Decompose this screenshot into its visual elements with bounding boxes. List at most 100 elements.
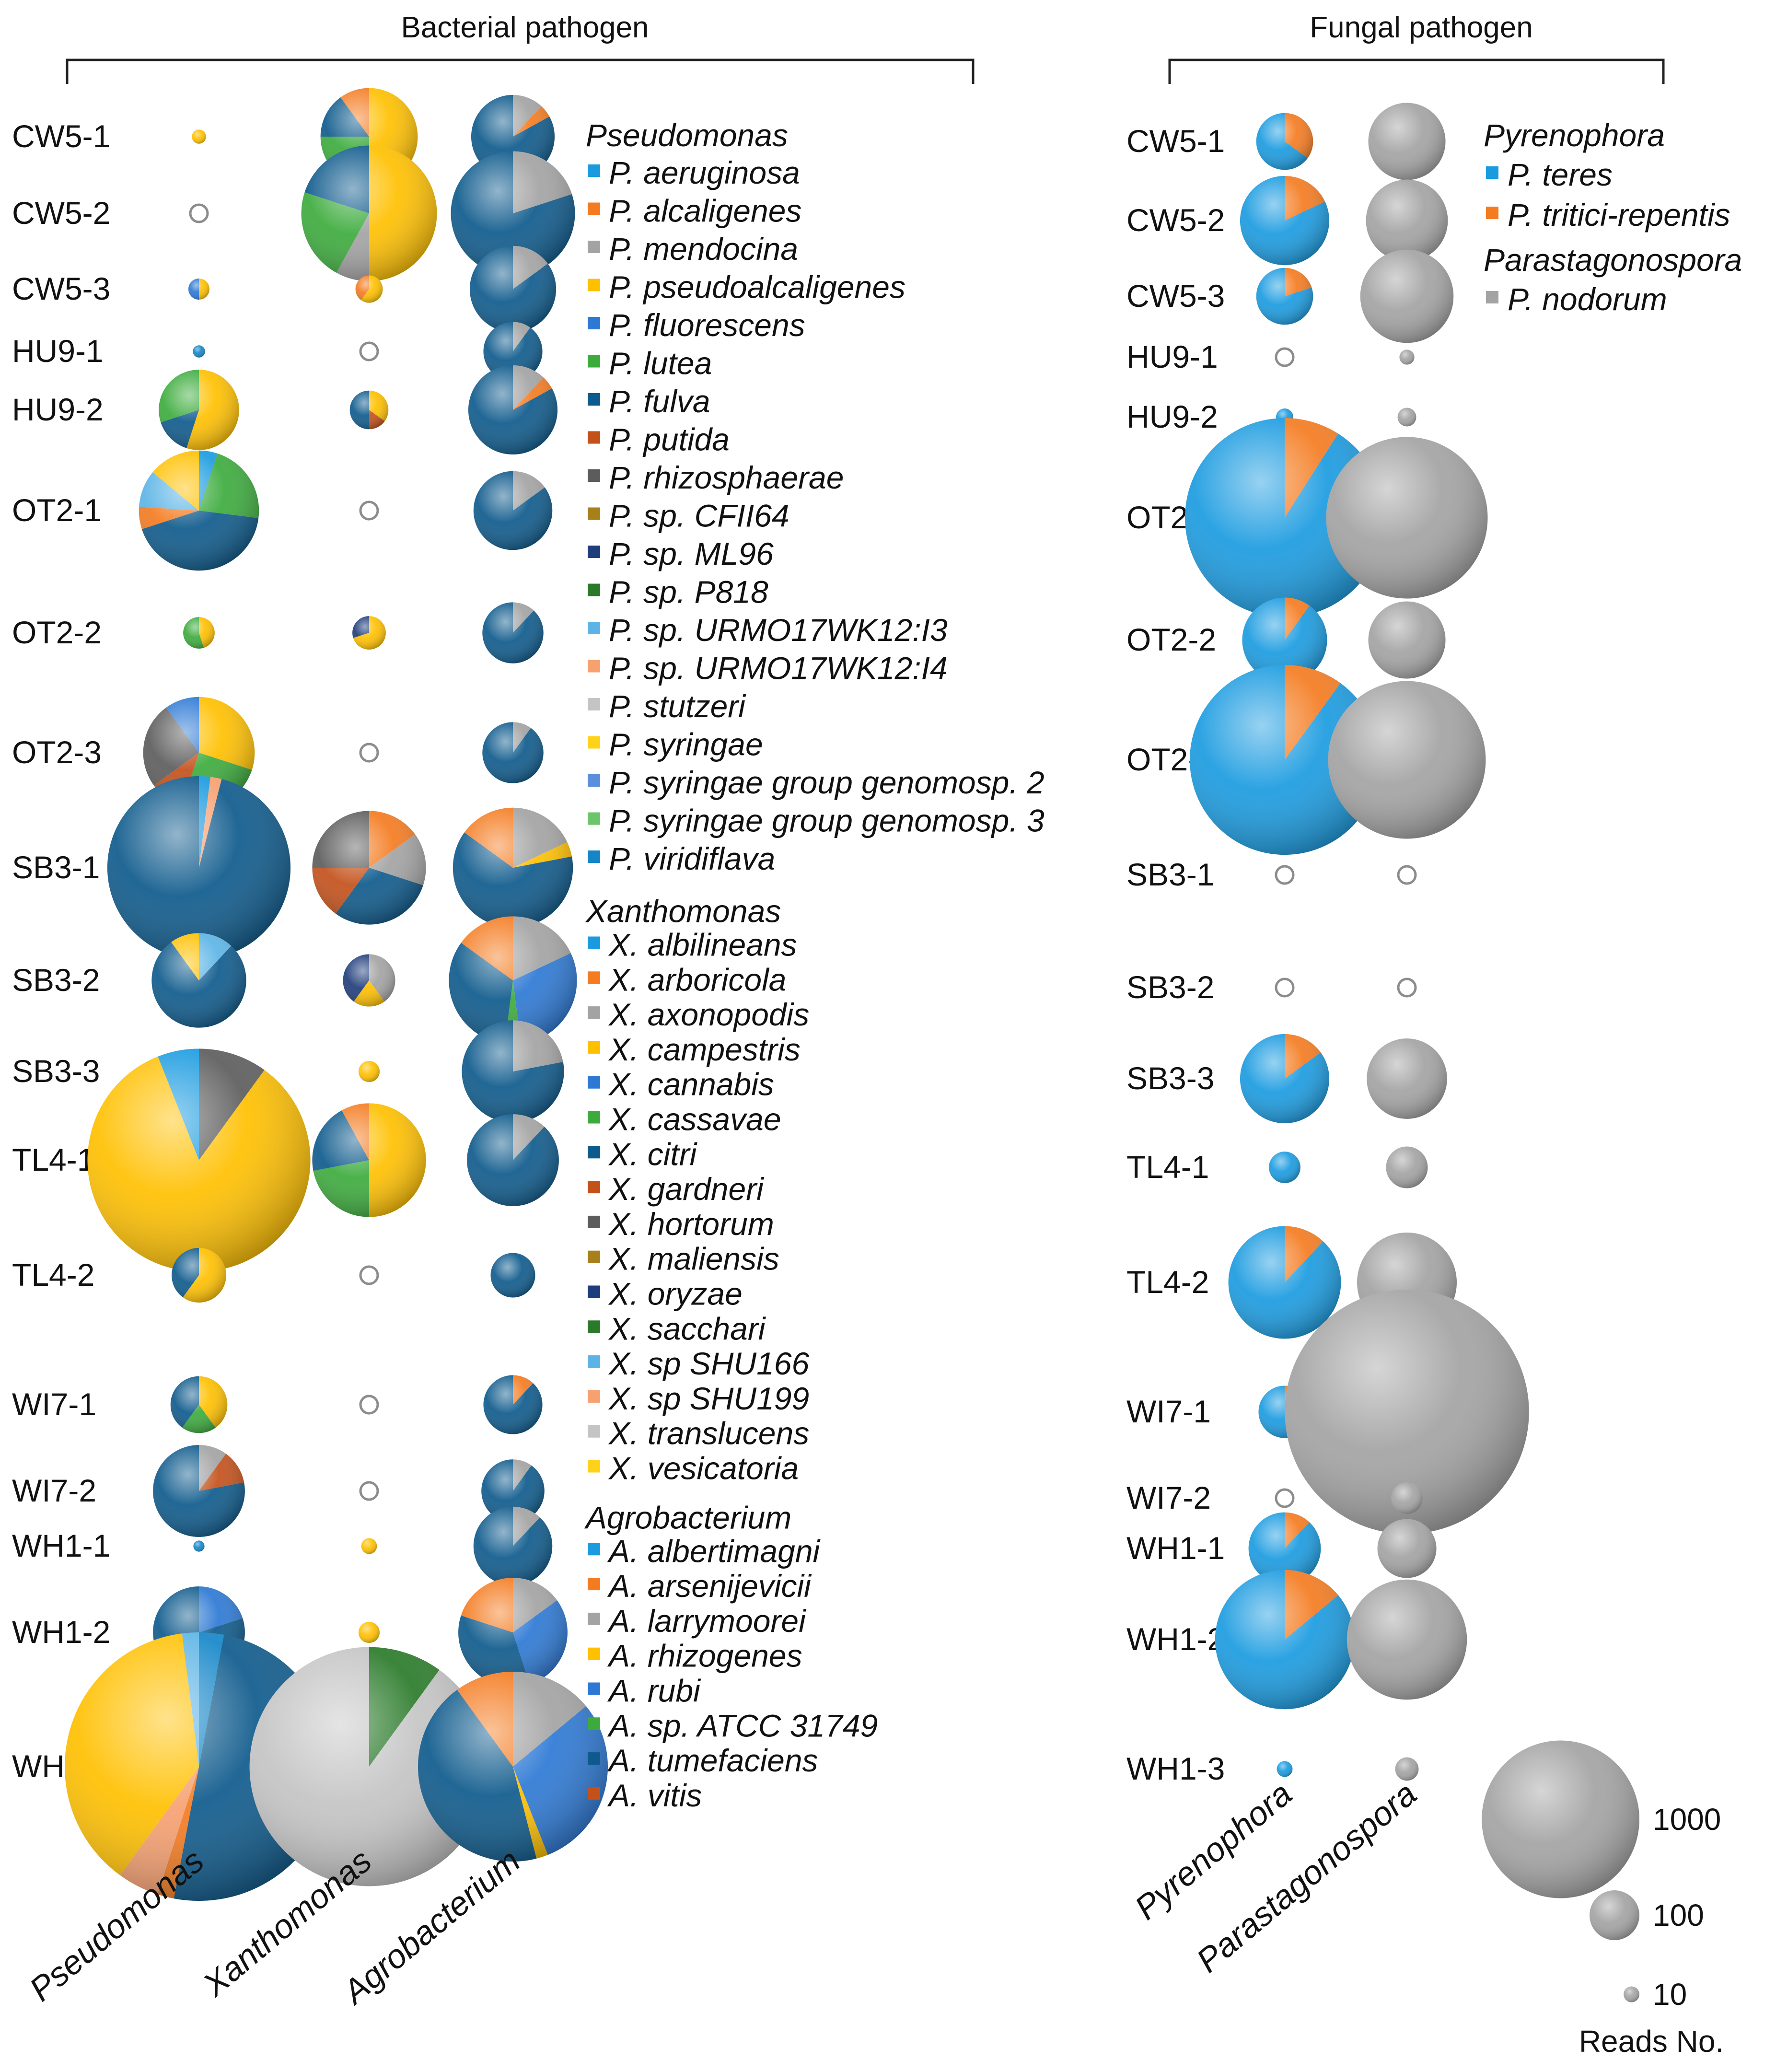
bubble-shading <box>170 1376 228 1433</box>
legend-item-x-sacchari: X. sacchari <box>588 1311 766 1346</box>
legend-item-label: P. alcaligenes <box>609 193 801 229</box>
bubble-shading <box>1240 175 1330 266</box>
legend-item-label: P. stutzeri <box>609 688 746 724</box>
legend-swatch <box>588 1006 600 1019</box>
bubble-cw5-1-pseudomonas <box>192 129 206 144</box>
bubble-ot2-2-xanthomonas <box>352 616 386 650</box>
bubble-sb3-1-pyrenophora <box>1275 865 1295 885</box>
empty-bubble <box>359 341 379 361</box>
row-label-sb3-1: SB3-1 <box>12 850 100 885</box>
bubble-shading <box>301 145 437 281</box>
bubble-sb3-1-parastagonospora <box>1397 865 1417 885</box>
legend-item-label: A. sp. ATCC 31749 <box>607 1708 878 1743</box>
legend-item-label: X. vesicatoria <box>608 1451 799 1486</box>
bubble-shading <box>490 1253 535 1298</box>
legend-item-x-citri: X. citri <box>588 1136 698 1172</box>
bubble-shading <box>64 1632 334 1901</box>
legend-item-p-syringae: P. syringae <box>588 727 763 762</box>
legend-item-a-larrymoorei: A. larrymoorei <box>588 1603 807 1639</box>
legend-swatch <box>588 971 600 984</box>
bubble-shading <box>1482 1740 1639 1898</box>
row-label-cw5-3: CW5-3 <box>12 271 110 306</box>
bubble-shading <box>1248 1512 1321 1585</box>
legend-item-label: X. arboricola <box>608 962 787 997</box>
legend-swatch <box>1486 166 1498 179</box>
bubble-wh1-1-pseudomonas <box>193 1540 205 1552</box>
bubble-wi7-2-xanthomonas <box>359 1481 379 1501</box>
bubble-shading <box>1277 1761 1293 1777</box>
column-label-parastagonospora: Parastagonospora <box>1189 1775 1423 1979</box>
fungal-bubbles <box>1185 103 1529 1781</box>
bubble-shading <box>467 1114 559 1206</box>
legend-item-a-sp-atcc-31749: A. sp. ATCC 31749 <box>588 1708 878 1743</box>
empty-bubble <box>359 501 379 521</box>
legend-swatch <box>588 1111 600 1124</box>
bubble-wi7-2-pyrenophora <box>1275 1488 1295 1508</box>
bubble-shading <box>361 1538 377 1554</box>
legend-item-label: A. albertimagni <box>607 1533 821 1569</box>
bubble-shading <box>1328 681 1486 839</box>
empty-bubble <box>1275 1488 1295 1508</box>
bubble-wh1-2-xanthomonas <box>358 1621 380 1643</box>
legend-item-label: P. putida <box>609 422 730 457</box>
bubble-ot2-1-pyrenophora <box>1185 418 1384 617</box>
row-label-cw5-1: CW5-1 <box>12 118 110 154</box>
legend-item-label: P. aeruginosa <box>609 155 800 190</box>
legend-swatch <box>588 660 600 673</box>
legend-item-p-putida: P. putida <box>588 422 730 457</box>
legend-swatch <box>1486 291 1498 303</box>
bubble-sb3-3-xanthomonas <box>358 1060 380 1083</box>
legend-swatch <box>588 1787 600 1800</box>
legend-swatch <box>588 1041 600 1054</box>
legend-item-label: X. sp SHU199 <box>608 1381 809 1416</box>
bubble-shading <box>312 811 426 925</box>
bubble-shading <box>1590 1890 1639 1940</box>
bacterial-header-bracket <box>66 58 975 84</box>
legend-item-p-alcaligenes: P. alcaligenes <box>588 193 801 229</box>
legend-item-label: X. maliensis <box>608 1241 779 1277</box>
bubble-shading <box>451 151 575 276</box>
legend-swatch <box>588 393 600 406</box>
bubble-shading <box>1347 1579 1467 1700</box>
bubble-tl4-1-pyrenophora <box>1269 1152 1300 1183</box>
legend-swatch <box>588 1460 600 1473</box>
legend-genus-xanthomonas: Xanthomonas <box>585 894 781 929</box>
legend-item-label: P. sp. ML96 <box>609 536 774 571</box>
bubble-cw5-2-pyrenophora <box>1240 175 1330 266</box>
bubble-shading <box>481 1459 545 1523</box>
legend-swatch <box>588 546 600 558</box>
legend-item-label: X. axonopodis <box>608 997 809 1032</box>
row-label-hu9-2: HU9-2 <box>12 392 104 427</box>
bubble-wh1-2-agrobacterium <box>458 1578 568 1687</box>
row-label-ot2-3: OT2-3 <box>12 734 102 770</box>
bubble-shading <box>107 776 291 960</box>
size-legend-label: 10 <box>1653 1977 1687 2012</box>
legend-item-label: P. sp. URMO17WK12:I3 <box>609 612 948 648</box>
bacterial-header: Bacterial pathogen <box>66 11 975 84</box>
legend-item-x-oryzae: X. oryzae <box>588 1276 743 1312</box>
legend-item-x-sp-shu199: X. sp SHU199 <box>588 1381 809 1416</box>
bubble-wh1-2-pyrenophora <box>1215 1570 1355 1710</box>
legend-item-p-fluorescens: P. fluorescens <box>588 307 805 343</box>
bubble-cw5-2-parastagonospora <box>1366 179 1448 262</box>
legend-item-label: P. syringae <box>609 727 763 762</box>
bubble-tl4-1-pseudomonas <box>87 1048 311 1272</box>
bubble-shading <box>172 1248 226 1303</box>
legend-swatch <box>588 431 600 444</box>
legend-swatch <box>588 1215 600 1228</box>
legend-swatch <box>588 850 600 863</box>
legend-item-x-vesicatoria: X. vesicatoria <box>588 1451 799 1486</box>
legend-item-label: X. campestris <box>608 1032 801 1067</box>
bubble-shading <box>358 1621 380 1643</box>
legend-swatch <box>588 1752 600 1765</box>
bubble-shading <box>1256 113 1313 170</box>
bubble-shading <box>482 722 544 783</box>
bubble-hu9-1-pyrenophora <box>1275 347 1295 367</box>
bubble-ot2-1-parastagonospora <box>1326 437 1488 599</box>
legend-item-label: X. albilineans <box>608 927 797 963</box>
bubble-cw5-3-parastagonospora <box>1360 249 1454 343</box>
legend-item-label: X. citri <box>608 1136 698 1172</box>
fungal-legend-genus-pyrenophora: Pyrenophora <box>1484 117 1665 153</box>
bubble-wi7-2-agrobacterium <box>481 1459 545 1523</box>
